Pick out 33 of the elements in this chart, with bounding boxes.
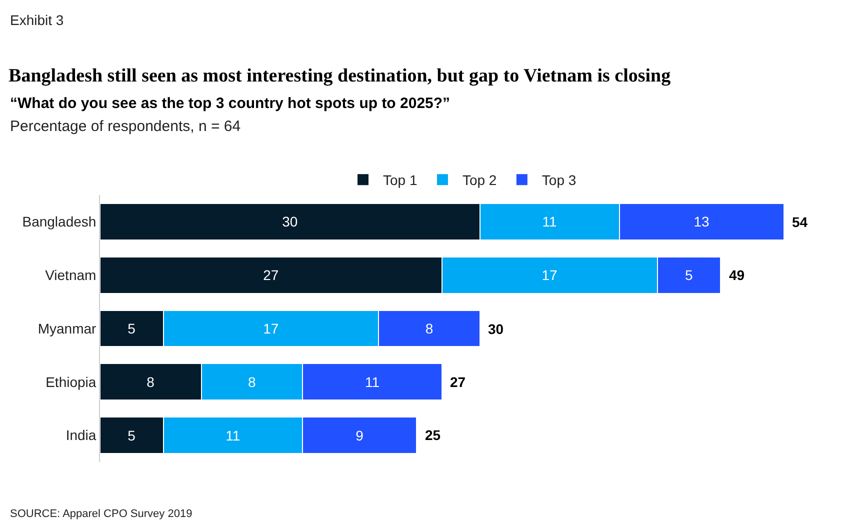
data-label: 5 xyxy=(128,320,136,336)
data-label: 13 xyxy=(694,214,710,230)
data-label: 17 xyxy=(542,267,558,284)
data-label: 27 xyxy=(263,267,279,284)
data-label: 11 xyxy=(364,374,380,390)
data-label: 8 xyxy=(146,374,155,390)
y-tick-label: Vietnam xyxy=(45,267,96,283)
text: Percentage of respondents, n = 64 xyxy=(10,118,241,135)
legend-label: Top 1 xyxy=(383,172,418,188)
y-tick-label: Myanmar xyxy=(38,320,97,336)
y-tick-label: Bangladesh xyxy=(22,214,96,230)
chart-title: Bangladesh still seen as most interesting destination, but gap to Vietnam is closing xyxy=(8,66,672,87)
data-label: 11 xyxy=(226,427,240,444)
data-label: 30 xyxy=(282,214,298,230)
total-label: 49 xyxy=(729,267,745,283)
total-label: 54 xyxy=(792,214,808,230)
total-label: 30 xyxy=(488,321,504,337)
legend-label: Top 2 xyxy=(462,172,497,188)
data-label: 5 xyxy=(684,267,693,284)
data-label: 8 xyxy=(425,320,434,336)
data-label: 5 xyxy=(128,427,136,444)
y-tick-label: India xyxy=(66,427,96,444)
text: Exhibit 3 xyxy=(10,12,64,28)
legend-label: Top 3 xyxy=(542,172,576,188)
chart-subtitle: “What do you see as the top 3 country hot spots up to 2025?” xyxy=(10,95,450,112)
data-label: 9 xyxy=(356,427,364,444)
total-label: 25 xyxy=(425,427,441,443)
data-label: 11 xyxy=(542,214,558,230)
data-label: 17 xyxy=(263,320,279,336)
y-tick-label: Ethiopia xyxy=(46,374,96,390)
data-label: 8 xyxy=(248,374,256,390)
source-note: SOURCE: Apparel CPO Survey 2019 xyxy=(10,508,192,520)
total-label: 27 xyxy=(450,374,466,390)
